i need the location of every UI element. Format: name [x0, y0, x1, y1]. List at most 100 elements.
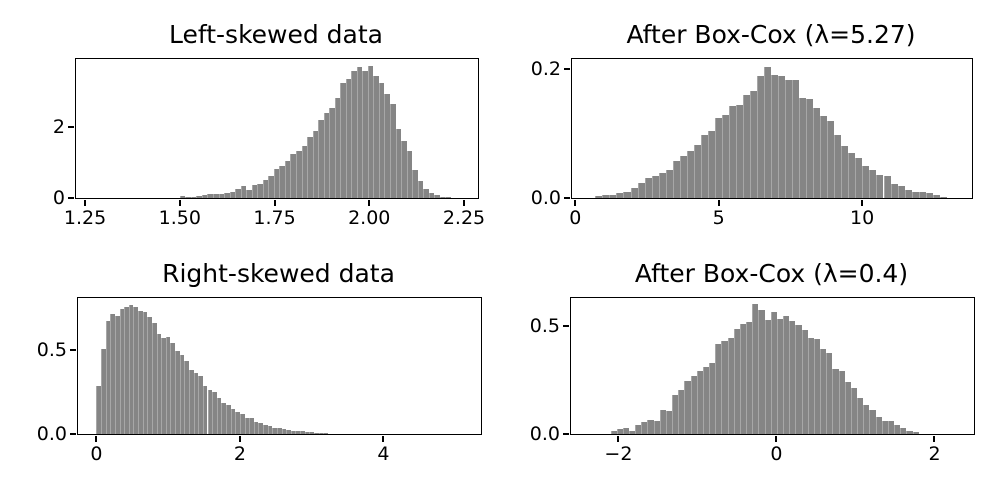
histogram-bar [179, 195, 186, 198]
histogram-bar [770, 311, 777, 434]
x-tick-label: 0 [770, 443, 783, 465]
histogram-bar [785, 79, 793, 198]
histogram-bar [925, 193, 933, 198]
x-axis-tick [574, 199, 577, 206]
x-axis-tick [775, 435, 778, 442]
histogram-bar [395, 128, 402, 198]
histogram-bar [284, 161, 291, 198]
histogram-bar [351, 71, 357, 198]
histogram-bar [362, 71, 368, 198]
histogram-bar [124, 306, 129, 434]
histogram-bar [623, 191, 631, 198]
histogram-bar [616, 429, 623, 434]
histogram-bar [883, 176, 891, 198]
histogram-bar [838, 370, 845, 434]
histogram-bar [715, 344, 722, 434]
histogram-bar [329, 107, 335, 198]
histogram-bar [267, 425, 273, 434]
histogram-bar [665, 411, 673, 434]
x-tick-label: 2 [928, 443, 941, 465]
histogram-bar [758, 310, 765, 434]
histogram-bar [778, 76, 786, 198]
histogram-bar [439, 196, 446, 198]
histogram-bar [665, 169, 673, 198]
histogram-bar [147, 316, 152, 434]
x-tick-label: 0 [90, 443, 103, 465]
histogram-bar [610, 431, 617, 434]
histogram-bar [686, 150, 694, 198]
y-axis-tick [563, 433, 570, 435]
histogram-bar [863, 405, 870, 434]
histogram-bar [749, 90, 757, 198]
histogram-bar [286, 429, 291, 434]
histogram-bar [428, 193, 435, 198]
histogram-bar [844, 381, 851, 434]
histogram-bar [641, 421, 648, 434]
histogram-bar [609, 195, 617, 198]
histogram-bar [318, 120, 324, 198]
histogram-bar [721, 341, 728, 434]
histogram-bar [801, 330, 808, 434]
y-tick-label: 0.0 [36, 423, 67, 445]
histogram-bar [165, 336, 171, 434]
histogram-bar [733, 329, 740, 434]
histogram-bar [198, 376, 203, 434]
histogram-bar [727, 337, 734, 434]
histogram-bar [207, 389, 213, 434]
x-tick-label: 1.50 [158, 207, 201, 229]
histogram-bar [721, 115, 729, 198]
histogram-bar [434, 195, 440, 198]
histogram-bar [301, 146, 308, 198]
y-axis-tick [68, 197, 75, 199]
histogram-bar [647, 419, 654, 434]
histogram-bar [783, 316, 790, 434]
x-axis-tick [95, 435, 98, 442]
histogram-bar [312, 130, 319, 198]
x-tick-label: 2 [233, 443, 246, 465]
histogram-bar [318, 433, 324, 434]
histogram-bar [207, 194, 213, 198]
histogram-bar [304, 431, 310, 434]
histogram-bar [887, 421, 895, 434]
histogram-bar [700, 134, 708, 198]
x-tick-label: 5 [712, 207, 725, 229]
histogram-bar [226, 404, 231, 434]
histogram-bar [672, 394, 679, 434]
histogram-bar [735, 104, 743, 198]
histogram-bar [806, 99, 814, 198]
histogram-bar [869, 170, 877, 198]
histogram-bar [764, 320, 771, 434]
x-tick-label: −2 [604, 443, 633, 465]
histogram-bar [309, 432, 314, 434]
histogram-bar [702, 367, 710, 434]
histogram-bar [678, 389, 685, 434]
histogram-bar [855, 157, 863, 198]
histogram-bar [739, 324, 747, 434]
histogram-bar [890, 184, 898, 198]
histogram-bar [235, 411, 240, 434]
histogram-bar [257, 183, 263, 198]
histogram-bar [390, 104, 396, 198]
histogram-bar [728, 106, 736, 198]
x-tick-label: 0 [569, 207, 582, 229]
y-axis-tick [564, 197, 571, 199]
histogram-bar [142, 311, 148, 434]
histogram-bars [571, 298, 974, 434]
y-tick-label: 0.5 [529, 315, 560, 338]
histogram-bar [239, 414, 245, 434]
histogram-bar [918, 192, 926, 198]
histogram-bars [572, 59, 972, 198]
histogram-bar [906, 430, 913, 434]
histogram-bar [384, 93, 391, 198]
histogram-bar [658, 172, 666, 198]
histogram-bar [96, 385, 102, 434]
x-tick-label: 2.25 [442, 207, 486, 229]
histogram-bar [876, 174, 884, 198]
y-tick-label: 0.5 [36, 338, 67, 361]
histogram-bar [672, 161, 680, 198]
histogram-bar [235, 188, 241, 198]
histogram-bar [799, 97, 807, 198]
histogram-bar [417, 181, 424, 198]
histogram-bar [133, 306, 139, 434]
histogram-bar [345, 79, 352, 198]
